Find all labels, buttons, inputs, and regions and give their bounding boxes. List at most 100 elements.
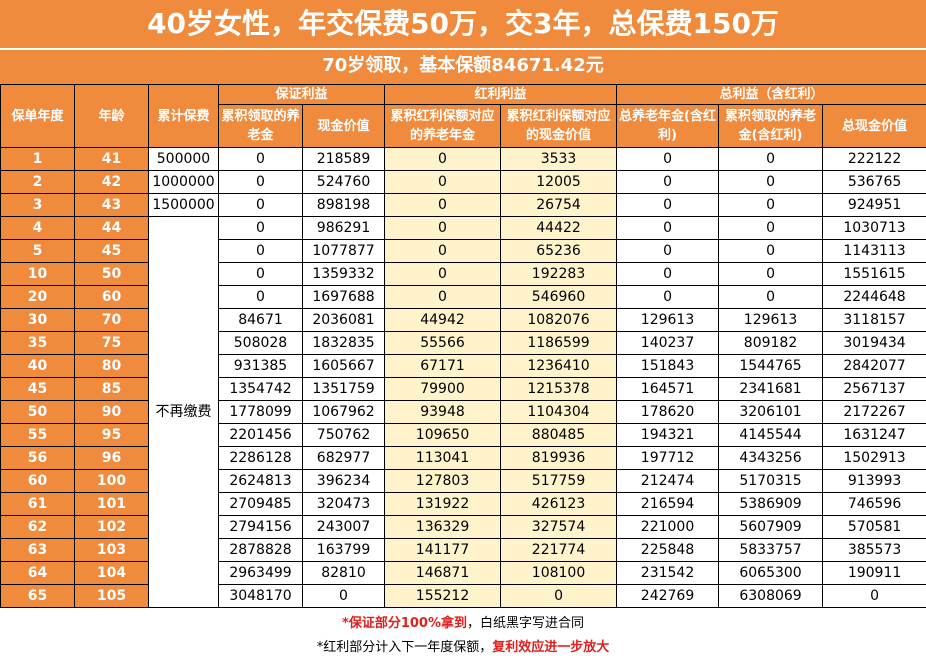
footnote-dividend-highlight: 复利效应进一步放大 (492, 640, 610, 655)
cell-dividend-pension: 0 (384, 262, 502, 286)
cell-age: 104 (74, 561, 149, 585)
cell-total-cash: 222122 (822, 147, 926, 171)
cell-total-cum-pension: 0 (718, 170, 824, 194)
table-row: 61 101 2709485 320473 131922 426123 216594 5386… (0, 492, 926, 516)
cell-guaranteed-pension: 2794156 (218, 515, 303, 539)
cell-total-cash: 385573 (822, 538, 926, 562)
cell-dividend-pension: 67171 (384, 354, 502, 378)
cell-total-pension: 0 (616, 239, 720, 263)
header-guaranteed-pension: 累积领取的养老金 (218, 104, 303, 148)
cell-total-cash: 746596 (822, 492, 926, 516)
cell-guaranteed-cash: 218589 (301, 147, 386, 171)
cell-total-cum-pension: 2341681 (718, 377, 824, 401)
cell-total-cash: 1551615 (822, 262, 926, 286)
cell-policy-year: 50 (0, 400, 75, 424)
cell-total-cum-pension: 0 (718, 193, 824, 217)
cell-guaranteed-pension: 1354742 (218, 377, 303, 401)
cell-dividend-pension: 0 (384, 170, 502, 194)
cell-dividend-cash: 3533 (500, 147, 618, 171)
table-row: 30 70 84671 2036081 44942 1082076 129613 129613… (0, 308, 926, 332)
cell-dividend-cash: 1236410 (500, 354, 618, 378)
cell-total-cum-pension: 3206101 (718, 400, 824, 424)
cell-age: 100 (74, 469, 149, 493)
cell-total-cum-pension: 0 (718, 216, 824, 240)
cell-guaranteed-pension: 0 (218, 239, 303, 263)
cell-total-cum-pension: 6308069 (718, 584, 824, 608)
cell-age: 60 (74, 285, 149, 309)
cell-total-pension: 242769 (616, 584, 720, 608)
cell-dividend-cash: 44422 (500, 216, 618, 240)
cell-age: 45 (74, 239, 149, 263)
footnote-guaranteed-text: ，白纸黑字写进合同 (466, 616, 584, 631)
footnote-star: * (342, 616, 349, 631)
cell-total-pension: 0 (616, 285, 720, 309)
cell-guaranteed-cash: 320473 (301, 492, 386, 516)
cell-guaranteed-cash: 2036081 (301, 308, 386, 332)
cell-guaranteed-cash: 82810 (301, 561, 386, 585)
cell-total-pension: 151843 (616, 354, 720, 378)
cell-guaranteed-pension: 84671 (218, 308, 303, 332)
table-row: 62 102 2794156 243007 136329 327574 221000 5607… (0, 515, 926, 539)
cell-age: 75 (74, 331, 149, 355)
cell-policy-year: 40 (0, 354, 75, 378)
cell-dividend-cash: 426123 (500, 492, 618, 516)
cell-dividend-cash: 880485 (500, 423, 618, 447)
cell-dividend-cash: 12005 (500, 170, 618, 194)
cell-dividend-pension: 127803 (384, 469, 502, 493)
cell-total-cum-pension: 4343256 (718, 446, 824, 470)
cell-guaranteed-pension: 3048170 (218, 584, 303, 608)
cell-guaranteed-cash: 1351759 (301, 377, 386, 401)
cell-guaranteed-pension: 2286128 (218, 446, 303, 470)
cell-total-pension: 221000 (616, 515, 720, 539)
cell-guaranteed-pension: 2709485 (218, 492, 303, 516)
cell-age: 44 (74, 216, 149, 240)
cell-guaranteed-cash: 163799 (301, 538, 386, 562)
cell-total-pension: 0 (616, 262, 720, 286)
footnote-dividend: *红利部分计入下一年度保额，复利效应进一步放大 (0, 636, 926, 660)
cell-total-cash: 3118157 (822, 308, 926, 332)
cell-guaranteed-pension: 508028 (218, 331, 303, 355)
cell-policy-year: 30 (0, 308, 75, 332)
cell-total-cum-pension: 1544765 (718, 354, 824, 378)
cell-age: 42 (74, 170, 149, 194)
header-cumulative-premium: 累计保费 (148, 84, 219, 148)
cell-policy-year: 20 (0, 285, 75, 309)
cell-policy-year: 63 (0, 538, 75, 562)
cell-dividend-cash: 26754 (500, 193, 618, 217)
cell-dividend-cash: 546960 (500, 285, 618, 309)
header-policy-year: 保单年度 (0, 84, 75, 148)
cell-guaranteed-pension: 0 (218, 285, 303, 309)
cell-total-cum-pension: 0 (718, 262, 824, 286)
cell-guaranteed-pension: 0 (218, 216, 303, 240)
cell-total-cash: 1502913 (822, 446, 926, 470)
cell-dividend-pension: 0 (384, 239, 502, 263)
cell-dividend-cash: 1215378 (500, 377, 618, 401)
cell-policy-year: 1 (0, 147, 75, 171)
cell-age: 101 (74, 492, 149, 516)
cell-dividend-pension: 155212 (384, 584, 502, 608)
cell-guaranteed-cash: 1832835 (301, 331, 386, 355)
cell-cumulative-premium: 500000 (148, 147, 219, 171)
header-guaranteed-group: 保证利益 (217, 84, 386, 105)
cell-dividend-pension: 0 (384, 216, 502, 240)
cell-age: 105 (74, 584, 149, 608)
cell-guaranteed-pension: 2201456 (218, 423, 303, 447)
cell-no-more-payment: 不再缴费 (148, 216, 219, 608)
cell-age: 90 (74, 400, 149, 424)
header-total-cum-pension: 累积领取的养老金(含红利) (718, 104, 824, 148)
table-row: 60 100 2624813 396234 127803 517759 212474 5170… (0, 469, 926, 493)
footnote-guaranteed-highlight: 保证部分100%拿到 (348, 616, 467, 631)
cell-guaranteed-pension: 1778099 (218, 400, 303, 424)
header-dividend-group: 红利利益 (384, 84, 618, 105)
cell-dividend-pension: 0 (384, 147, 502, 171)
cell-guaranteed-cash: 524760 (301, 170, 386, 194)
cell-guaranteed-cash: 750762 (301, 423, 386, 447)
cell-policy-year: 61 (0, 492, 75, 516)
header-dividend-cash: 累积红利保额对应的现金价值 (500, 104, 618, 148)
cell-guaranteed-pension: 2963499 (218, 561, 303, 585)
table-row: 1 41 500000 0 218589 0 3533 0 0 222122 (0, 147, 926, 171)
cell-age: 85 (74, 377, 149, 401)
cell-dividend-pension: 131922 (384, 492, 502, 516)
cell-policy-year: 64 (0, 561, 75, 585)
cell-total-cash: 2244648 (822, 285, 926, 309)
